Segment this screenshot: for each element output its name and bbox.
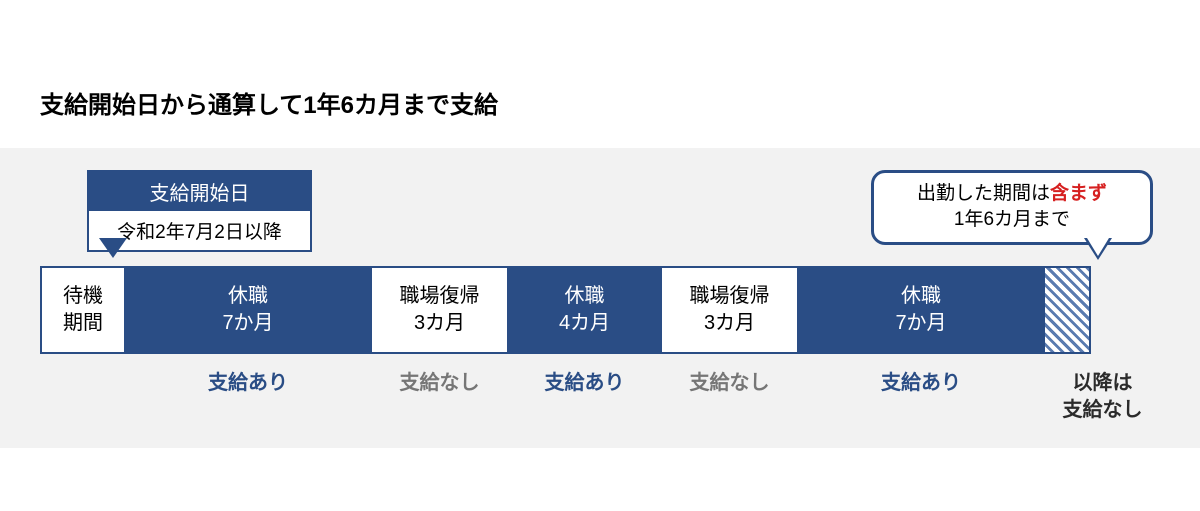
segment-line2: 7か月: [895, 310, 946, 337]
footer-labels-row: 支給あり支給なし支給あり支給なし支給あり以降は支給なし: [40, 370, 1160, 424]
segment-line2: 4カ月: [559, 310, 610, 337]
timeline-segment: 職場復帰3カ月: [662, 266, 797, 354]
start-date-pointer: [99, 238, 127, 258]
segment-line1: 休職: [901, 283, 941, 310]
segment-line2: 3カ月: [414, 310, 465, 337]
segment-line1: 職場復帰: [400, 283, 480, 310]
timeline-segment: 待機期間: [40, 266, 124, 354]
footer-label: 支給あり: [124, 370, 372, 424]
timeline-segment: 休職4カ月: [507, 266, 662, 354]
footer-label: 支給あり: [507, 370, 662, 424]
callout-line-1: 出勤した期間は含まず: [880, 181, 1144, 207]
timeline-segment: 休職7か月: [124, 266, 372, 354]
timeline-segment: [1045, 266, 1091, 354]
page: 支給開始日から通算して1年6カ月まで支給 支給開始日 令和2年7月2日以降 出勤…: [0, 0, 1200, 448]
page-title: 支給開始日から通算して1年6カ月まで支給: [0, 0, 1200, 120]
timeline-segment: 休職7か月: [797, 266, 1045, 354]
footer-label: 支給あり: [797, 370, 1045, 424]
segment-line1: 休職: [228, 283, 268, 310]
callout-line1-emph: 含まず: [1050, 183, 1107, 204]
callout-line1-prefix: 出勤した期間は: [917, 183, 1050, 204]
timeline-segment: 職場復帰3カ月: [372, 266, 507, 354]
segment-line1: 休職: [565, 283, 605, 310]
callout-line-2: 1年6カ月まで: [880, 207, 1144, 233]
timeline-panel: 支給開始日 令和2年7月2日以降 出勤した期間は含まず 1年6カ月まで 待機期間…: [0, 148, 1200, 448]
footer-label: 以降は支給なし: [1045, 370, 1160, 424]
segment-line2: 期間: [63, 310, 103, 337]
segment-line1: 待機: [63, 283, 103, 310]
start-date-header: 支給開始日: [89, 172, 310, 211]
note-callout: 出勤した期間は含まず 1年6カ月まで: [871, 170, 1153, 245]
timeline-bar: 待機期間休職7か月職場復帰3カ月休職4カ月職場復帰3カ月休職7か月: [40, 266, 1160, 354]
footer-label: 支給なし: [372, 370, 507, 424]
segment-line2: 3カ月: [704, 310, 755, 337]
segment-line1: 職場復帰: [690, 283, 770, 310]
callout-pointer-fill: [1087, 238, 1109, 256]
footer-label: [40, 370, 124, 424]
footer-label: 支給なし: [662, 370, 797, 424]
top-labels-row: 支給開始日 令和2年7月2日以降 出勤した期間は含まず 1年6カ月まで: [40, 170, 1160, 266]
segment-line2: 7か月: [222, 310, 273, 337]
